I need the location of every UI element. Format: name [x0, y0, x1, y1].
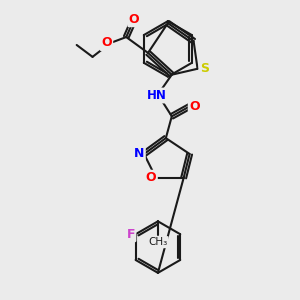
Text: F: F — [126, 228, 135, 241]
Text: HN: HN — [147, 89, 167, 102]
Text: O: O — [146, 171, 156, 184]
Text: N: N — [134, 148, 144, 160]
Text: O: O — [101, 37, 112, 50]
Text: O: O — [189, 100, 200, 113]
Text: S: S — [200, 62, 209, 75]
Text: CH₃: CH₃ — [148, 237, 168, 247]
Text: O: O — [129, 13, 140, 26]
